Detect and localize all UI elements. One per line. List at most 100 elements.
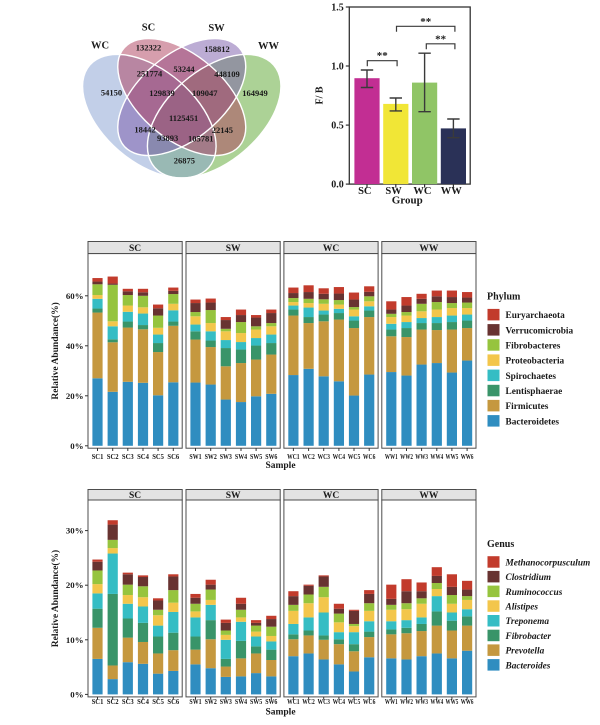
svg-text:Euryarchaeota: Euryarchaeota <box>506 311 566 321</box>
svg-text:Prevotella: Prevotella <box>506 647 545 657</box>
svg-text:WW4: WW4 <box>430 699 443 706</box>
svg-text:SC5: SC5 <box>152 699 164 706</box>
svg-text:Bacteroidetes: Bacteroidetes <box>506 417 560 427</box>
svg-text:SC1: SC1 <box>92 699 104 706</box>
svg-text:Alistipes: Alistipes <box>505 603 539 613</box>
svg-text:WC2: WC2 <box>302 454 315 461</box>
svg-text:SC4: SC4 <box>137 699 149 706</box>
svg-text:SW1: SW1 <box>189 699 202 706</box>
svg-text:Sample: Sample <box>265 708 295 718</box>
svg-text:SC2: SC2 <box>107 699 119 706</box>
svg-text:**: ** <box>420 16 432 28</box>
svg-text:SW6: SW6 <box>265 699 278 706</box>
svg-text:53244: 53244 <box>173 64 195 74</box>
svg-text:SW3: SW3 <box>220 699 233 706</box>
svg-text:0%: 0% <box>70 689 83 699</box>
svg-text:WC: WC <box>323 491 340 501</box>
svg-text:SC1: SC1 <box>92 454 104 461</box>
svg-text:WW6: WW6 <box>461 454 474 461</box>
svg-text:SW5: SW5 <box>250 454 263 461</box>
svg-text:30%: 30% <box>66 526 84 536</box>
svg-text:WC3: WC3 <box>318 699 331 706</box>
svg-text:WW: WW <box>419 491 439 501</box>
svg-text:WW: WW <box>419 244 439 254</box>
svg-text:Spirochaetes: Spirochaetes <box>506 372 557 382</box>
svg-text:SW2: SW2 <box>205 699 218 706</box>
svg-text:1.0: 1.0 <box>331 61 344 72</box>
svg-text:Relative Abundance(%): Relative Abundance(%) <box>50 550 61 647</box>
svg-text:**: ** <box>377 50 389 62</box>
svg-text:132322: 132322 <box>136 43 162 53</box>
svg-text:WC1: WC1 <box>287 699 300 706</box>
svg-text:SC: SC <box>129 491 141 501</box>
svg-text:WW3: WW3 <box>415 699 428 706</box>
svg-text:WC: WC <box>323 244 340 254</box>
svg-text:SC3: SC3 <box>122 454 134 461</box>
svg-text:SC6: SC6 <box>167 699 179 706</box>
svg-text:22145: 22145 <box>212 125 233 135</box>
svg-text:1.5: 1.5 <box>331 2 344 13</box>
svg-text:Verrucomicrobia: Verrucomicrobia <box>506 326 574 336</box>
svg-text:0%: 0% <box>70 441 83 451</box>
svg-text:Genus: Genus <box>487 539 514 550</box>
svg-text:SW4: SW4 <box>235 699 248 706</box>
svg-text:SW: SW <box>226 244 241 254</box>
svg-text:SW1: SW1 <box>189 454 202 461</box>
svg-text:60%: 60% <box>66 291 84 301</box>
svg-text:WW5: WW5 <box>446 699 459 706</box>
svg-text:SC5: SC5 <box>152 454 164 461</box>
svg-text:SC: SC <box>129 244 141 254</box>
svg-text:Fibrobacter: Fibrobacter <box>505 632 552 642</box>
svg-text:448109: 448109 <box>214 69 240 79</box>
svg-text:WC: WC <box>91 41 109 52</box>
svg-text:WC4: WC4 <box>333 699 346 706</box>
svg-text:40%: 40% <box>66 341 84 351</box>
svg-text:WW2: WW2 <box>400 699 413 706</box>
svg-text:WC5: WC5 <box>348 454 361 461</box>
svg-text:WC: WC <box>413 186 431 197</box>
svg-text:SW: SW <box>385 186 402 197</box>
svg-text:WC1: WC1 <box>287 454 300 461</box>
svg-text:SW4: SW4 <box>235 454 248 461</box>
svg-text:SC4: SC4 <box>137 454 149 461</box>
svg-text:26875: 26875 <box>174 156 195 166</box>
svg-text:SW: SW <box>208 23 225 34</box>
svg-text:WW4: WW4 <box>430 454 443 461</box>
svg-text:WC3: WC3 <box>318 454 331 461</box>
svg-text:SC: SC <box>358 186 371 197</box>
svg-text:WW: WW <box>258 41 280 52</box>
svg-text:158812: 158812 <box>204 44 230 54</box>
svg-text:SW2: SW2 <box>205 454 218 461</box>
svg-text:Phylum: Phylum <box>487 292 521 303</box>
svg-text:SC3: SC3 <box>122 699 134 706</box>
svg-text:SW3: SW3 <box>220 454 233 461</box>
svg-text:251774: 251774 <box>137 69 163 79</box>
svg-text:WW: WW <box>441 186 463 197</box>
svg-text:Group: Group <box>392 195 423 207</box>
svg-text:WW5: WW5 <box>446 454 459 461</box>
svg-text:SC: SC <box>142 23 155 34</box>
svg-text:WC2: WC2 <box>302 699 315 706</box>
svg-text:Clostridium: Clostridium <box>506 573 551 583</box>
svg-text:Firmicutes: Firmicutes <box>506 402 549 412</box>
svg-text:WW3: WW3 <box>415 454 428 461</box>
svg-text:F/ B: F/ B <box>315 86 326 104</box>
svg-text:54150: 54150 <box>101 88 122 98</box>
svg-text:WC4: WC4 <box>333 454 346 461</box>
svg-text:SW5: SW5 <box>250 699 263 706</box>
svg-text:WC6: WC6 <box>363 454 376 461</box>
svg-text:WW1: WW1 <box>385 454 398 461</box>
svg-text:WC6: WC6 <box>363 699 376 706</box>
svg-text:164949: 164949 <box>242 88 268 98</box>
svg-text:**: ** <box>435 33 447 45</box>
svg-text:1125451: 1125451 <box>169 113 198 123</box>
svg-text:WC5: WC5 <box>348 699 361 706</box>
svg-text:105781: 105781 <box>188 133 214 143</box>
svg-text:109047: 109047 <box>192 88 218 98</box>
svg-text:Treponema: Treponema <box>506 617 550 627</box>
svg-text:0.5: 0.5 <box>331 121 344 132</box>
svg-text:SW: SW <box>226 491 241 501</box>
svg-text:SW6: SW6 <box>265 454 278 461</box>
svg-text:Fibrobacteres: Fibrobacteres <box>506 341 561 351</box>
svg-text:10%: 10% <box>66 635 84 645</box>
